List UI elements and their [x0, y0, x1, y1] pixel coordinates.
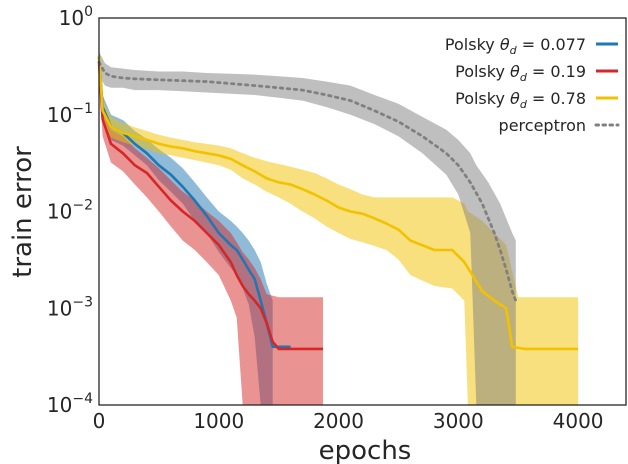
legend-label-0: Polsky θd = 0.077 [445, 35, 586, 57]
x-tick-label: 2000 [313, 409, 364, 433]
legend-label-2: Polsky θd = 0.78 [455, 89, 586, 111]
x-axis-label: epochs [319, 436, 412, 464]
legend-label-3: perceptron [499, 116, 586, 135]
legend: Polsky θd = 0.077 Polsky θd = 0.19 Polsky … [445, 35, 620, 135]
y-tick-label: 10−2 [47, 198, 93, 224]
x-tick-label: 4000 [553, 409, 604, 433]
y-tick-labels: 10−4 10−3 10−2 10−1 100 [47, 4, 93, 417]
legend-label-1: Polsky θd = 0.19 [455, 62, 586, 84]
band-series-3 [99, 51, 516, 405]
line-series-0 [97, 56, 291, 349]
band-series-1 [99, 51, 323, 405]
y-axis-label: train error [8, 146, 38, 278]
y-tick-label: 100 [59, 4, 93, 30]
band-series-2 [99, 47, 579, 405]
line-series-3 [97, 60, 518, 303]
confidence-bands [99, 47, 579, 405]
series-lines [97, 56, 579, 351]
x-tick-label: 3000 [433, 409, 484, 433]
x-tick-label: 0 [93, 409, 106, 433]
line-series-2 [97, 56, 579, 351]
x-tick-label: 1000 [193, 409, 244, 433]
line-series-1 [97, 62, 323, 351]
x-tick-labels: 0 1000 2000 3000 4000 [93, 409, 604, 433]
y-tick-label: 10−3 [47, 294, 93, 320]
y-tick-label: 10−1 [47, 101, 93, 127]
plot-frame [98, 17, 627, 406]
y-tick-label: 10−4 [47, 391, 93, 417]
